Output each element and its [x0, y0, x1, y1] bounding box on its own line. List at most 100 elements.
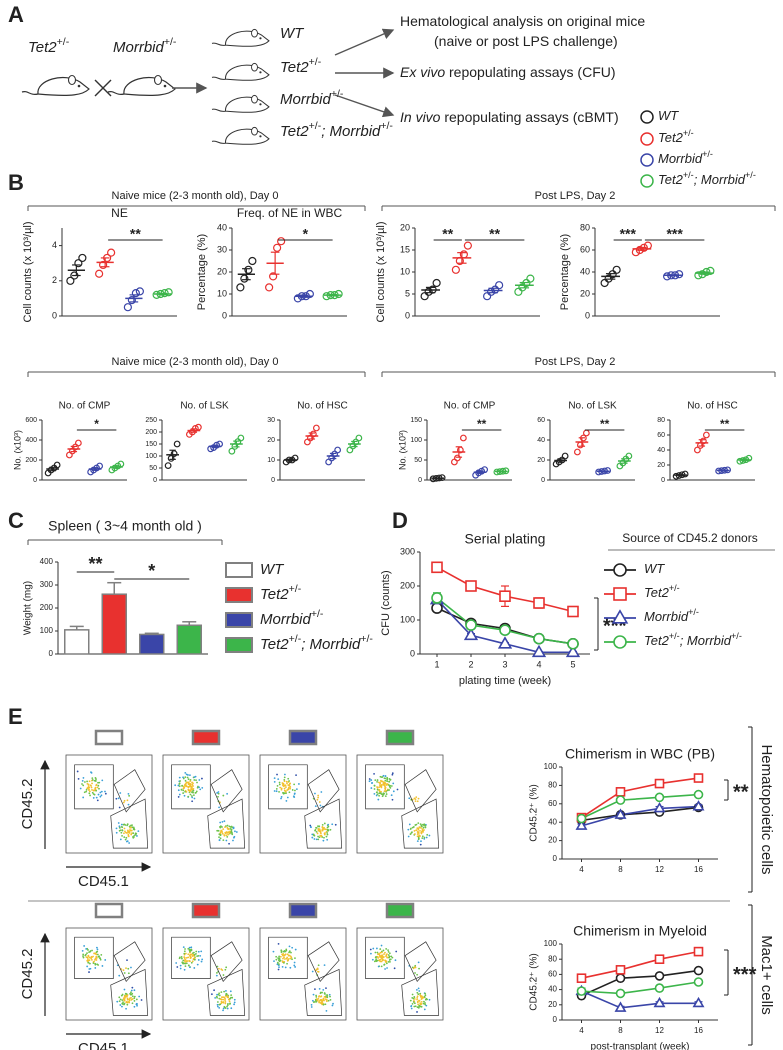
flow-event [218, 994, 221, 997]
flow-event [82, 796, 85, 799]
flow-event [216, 1005, 219, 1008]
flow-event [286, 956, 289, 959]
flow-event [136, 1004, 138, 1007]
flow-event [88, 971, 90, 973]
data-point [420, 292, 429, 301]
marker [613, 587, 627, 601]
flow-event [218, 1006, 221, 1009]
flow-event [92, 789, 95, 792]
flow-event [423, 824, 426, 827]
flow-event [189, 793, 192, 796]
text-run: repopulating assays (CFU) [445, 64, 615, 80]
flow-event [392, 782, 395, 785]
flow-event [135, 832, 138, 835]
flow-event [140, 999, 143, 1001]
flow-event [189, 774, 191, 777]
flow-event [184, 779, 187, 782]
flow-event [126, 959, 128, 962]
flow-event [223, 820, 226, 823]
flow-event [220, 991, 223, 994]
text-run: Tet2 [658, 130, 684, 145]
marker [614, 808, 627, 819]
flow-event [96, 786, 99, 789]
flow-plot-frame [259, 927, 347, 1021]
flow-event [118, 829, 121, 832]
flow-event [121, 1003, 124, 1005]
significance-label: ** [442, 226, 453, 242]
data-point [123, 303, 132, 312]
flow-event [288, 780, 290, 782]
flow-event [132, 826, 135, 829]
flow-event [312, 993, 315, 996]
flow-event [95, 959, 98, 961]
marker [654, 792, 665, 803]
superscript: +/- [289, 633, 302, 645]
mouse-tail [21, 90, 39, 96]
flow-event [290, 956, 293, 959]
flow-event [83, 791, 86, 794]
flow-event [199, 954, 202, 957]
flow-event [380, 790, 382, 793]
flow-gate [304, 798, 343, 849]
data-point [612, 265, 621, 274]
text-run: Tet2 [280, 123, 309, 140]
x-tick-label: 16 [694, 1026, 703, 1035]
flow-event [123, 827, 126, 830]
data-point [561, 452, 569, 460]
flow-event [419, 996, 422, 998]
flow-event [104, 792, 107, 795]
flow-event [322, 988, 325, 991]
chart-title: No. of HSC [687, 401, 738, 412]
flow-event [294, 948, 297, 951]
flow-event [321, 1000, 324, 1003]
series-line [581, 981, 699, 995]
flow-event [185, 962, 188, 965]
marker [693, 946, 704, 957]
axis-label: CD45.2 [19, 779, 36, 830]
flow-event [381, 776, 384, 778]
flow-event [233, 835, 236, 838]
superscript: +/- [380, 120, 393, 132]
y-tick-label: 600 [25, 417, 37, 424]
flow-event [384, 775, 387, 777]
flow-event [125, 967, 127, 970]
flow-event [317, 794, 320, 797]
flow-event [378, 792, 381, 795]
text-run: WT [260, 561, 285, 578]
flow-event [82, 953, 85, 956]
legend-swatch [225, 637, 253, 653]
flow-event [275, 788, 278, 790]
data-point [514, 287, 523, 296]
flow-event [217, 792, 220, 795]
flow-gate [171, 764, 211, 810]
flow-event [286, 962, 288, 965]
mouse-eye [259, 103, 262, 106]
flow-event [188, 790, 191, 793]
flow-event [325, 1010, 328, 1012]
marker [692, 996, 705, 1008]
legend-label: Tet2+/- [658, 128, 694, 145]
y-tick-label: 20 [400, 222, 410, 232]
flow-event [384, 789, 387, 791]
flow-event [418, 826, 421, 829]
flow-event [183, 956, 186, 958]
flow-event [88, 792, 91, 795]
flow-event [410, 1007, 413, 1010]
flow-event [195, 791, 197, 794]
y-tick-label: 0 [52, 310, 57, 320]
flow-event [89, 794, 91, 797]
flow-event [129, 997, 131, 999]
flow-event [118, 825, 121, 828]
marker [497, 636, 513, 649]
text-run: WT [280, 25, 305, 42]
flow-event [226, 1007, 229, 1010]
marker [465, 580, 477, 592]
marker [576, 973, 587, 984]
flow-event [183, 950, 186, 953]
text-run: Tet2 [644, 585, 670, 600]
flow-event [386, 780, 389, 783]
flow-gate [113, 941, 146, 982]
flow-event [123, 997, 126, 1000]
y-tick-label: 15 [400, 244, 410, 254]
data-point [95, 269, 104, 278]
